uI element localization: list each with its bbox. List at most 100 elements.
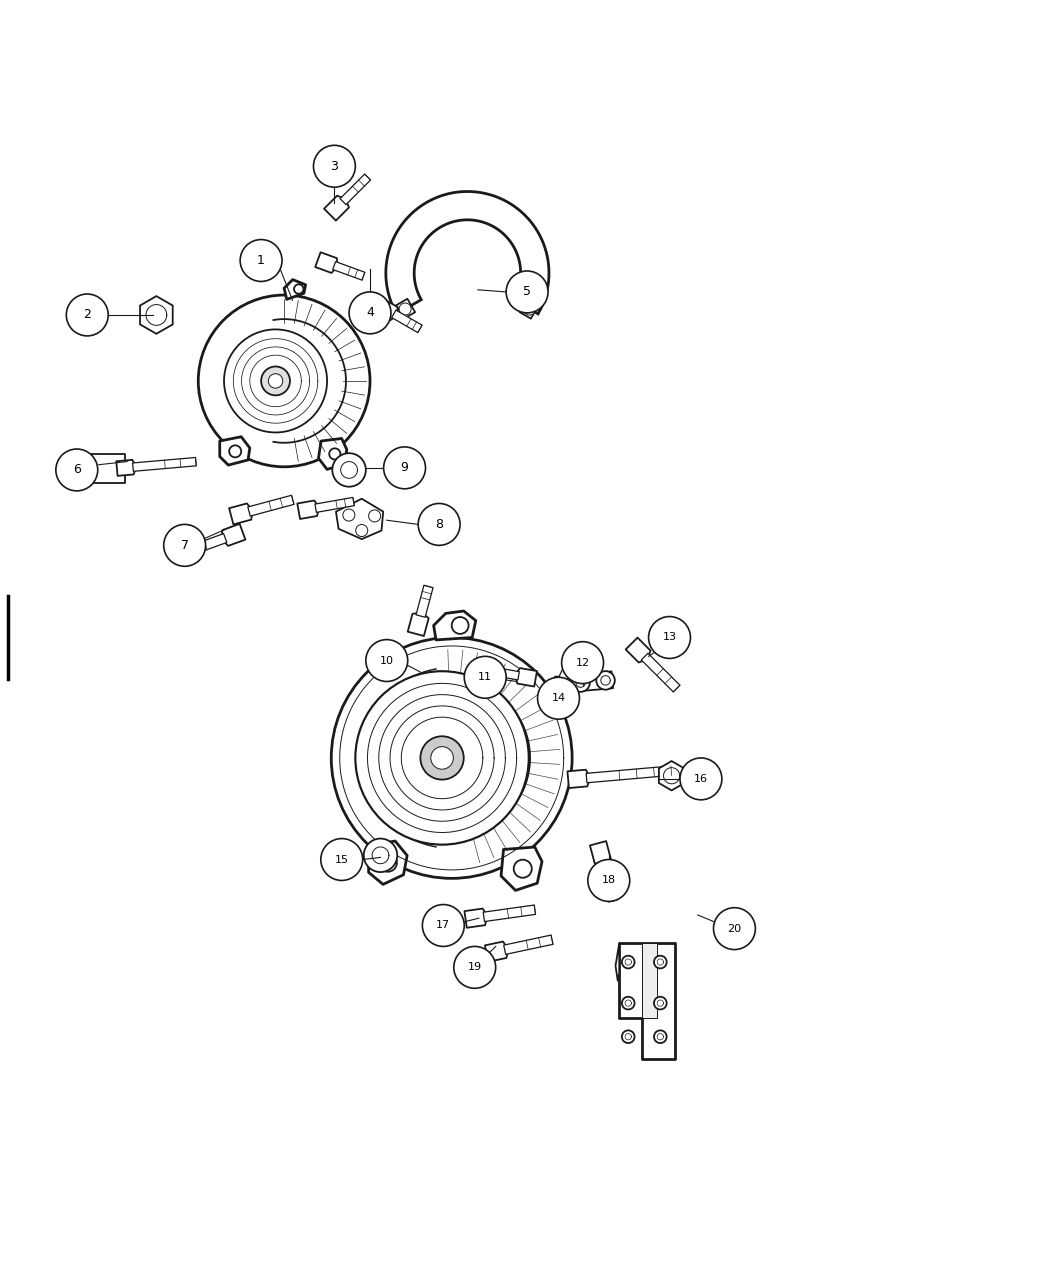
Circle shape	[321, 839, 362, 881]
Circle shape	[66, 295, 108, 335]
Circle shape	[562, 641, 604, 683]
Polygon shape	[520, 298, 539, 319]
Circle shape	[654, 1030, 667, 1043]
Circle shape	[452, 617, 468, 634]
Circle shape	[464, 657, 506, 699]
Text: 8: 8	[435, 518, 443, 530]
Polygon shape	[219, 437, 250, 465]
Polygon shape	[620, 944, 675, 1060]
Text: 2: 2	[83, 309, 91, 321]
Polygon shape	[336, 499, 383, 539]
Polygon shape	[318, 439, 346, 469]
Polygon shape	[117, 460, 136, 476]
Polygon shape	[485, 941, 508, 961]
Circle shape	[332, 453, 365, 487]
Polygon shape	[392, 310, 422, 333]
Polygon shape	[626, 638, 651, 663]
Polygon shape	[315, 252, 337, 273]
Polygon shape	[385, 191, 549, 314]
Polygon shape	[615, 944, 620, 980]
Polygon shape	[559, 655, 576, 682]
Polygon shape	[369, 842, 407, 885]
Text: 3: 3	[331, 159, 338, 172]
Polygon shape	[407, 612, 428, 636]
Circle shape	[349, 292, 391, 334]
Polygon shape	[285, 279, 306, 300]
Text: 1: 1	[257, 254, 265, 266]
Circle shape	[524, 303, 536, 315]
Circle shape	[506, 272, 548, 312]
Circle shape	[261, 366, 290, 395]
Polygon shape	[598, 859, 618, 901]
Circle shape	[571, 673, 590, 692]
Circle shape	[513, 859, 531, 877]
Circle shape	[454, 946, 496, 988]
Circle shape	[649, 617, 691, 658]
Circle shape	[379, 854, 397, 872]
Text: 20: 20	[728, 923, 741, 933]
Circle shape	[538, 677, 580, 719]
Circle shape	[331, 638, 572, 878]
Circle shape	[269, 374, 282, 388]
Circle shape	[343, 509, 355, 521]
Polygon shape	[66, 454, 125, 482]
Polygon shape	[573, 672, 613, 691]
Text: 13: 13	[663, 632, 676, 643]
Polygon shape	[548, 677, 569, 699]
Circle shape	[588, 859, 630, 901]
Circle shape	[622, 997, 634, 1010]
Circle shape	[622, 1030, 634, 1043]
Circle shape	[356, 524, 368, 537]
Circle shape	[229, 445, 242, 458]
Circle shape	[418, 504, 460, 546]
Circle shape	[198, 295, 370, 467]
Polygon shape	[501, 847, 542, 890]
Circle shape	[56, 449, 98, 491]
Circle shape	[422, 904, 464, 946]
Circle shape	[363, 839, 397, 872]
Circle shape	[365, 640, 407, 681]
Circle shape	[224, 329, 328, 432]
Polygon shape	[396, 298, 415, 319]
Polygon shape	[229, 504, 253, 524]
Polygon shape	[586, 766, 672, 783]
Polygon shape	[297, 501, 319, 519]
Polygon shape	[140, 296, 172, 334]
Text: 11: 11	[478, 672, 492, 682]
Polygon shape	[590, 842, 611, 864]
Circle shape	[369, 510, 381, 521]
Circle shape	[240, 240, 282, 282]
Polygon shape	[183, 534, 227, 557]
Polygon shape	[132, 458, 196, 472]
Polygon shape	[567, 770, 590, 788]
Circle shape	[714, 908, 755, 950]
Text: 12: 12	[575, 658, 590, 668]
Text: 14: 14	[551, 694, 566, 704]
Polygon shape	[248, 495, 294, 516]
Polygon shape	[496, 668, 520, 680]
Text: 7: 7	[181, 539, 189, 552]
Circle shape	[622, 956, 634, 969]
Polygon shape	[659, 761, 685, 790]
Circle shape	[164, 524, 206, 566]
Text: 4: 4	[366, 306, 374, 319]
Polygon shape	[324, 195, 349, 221]
Circle shape	[330, 449, 340, 459]
Circle shape	[430, 747, 454, 769]
Polygon shape	[516, 668, 537, 686]
Polygon shape	[464, 909, 487, 928]
Polygon shape	[333, 261, 364, 280]
Circle shape	[596, 671, 615, 690]
Circle shape	[399, 303, 412, 315]
Circle shape	[62, 455, 87, 481]
Polygon shape	[222, 524, 246, 546]
Polygon shape	[642, 653, 680, 692]
Circle shape	[680, 757, 722, 799]
Circle shape	[294, 284, 303, 293]
Polygon shape	[483, 905, 536, 922]
Polygon shape	[340, 175, 371, 204]
Text: 9: 9	[401, 462, 408, 474]
Text: 6: 6	[72, 463, 81, 477]
Polygon shape	[375, 298, 398, 320]
Circle shape	[654, 956, 667, 969]
